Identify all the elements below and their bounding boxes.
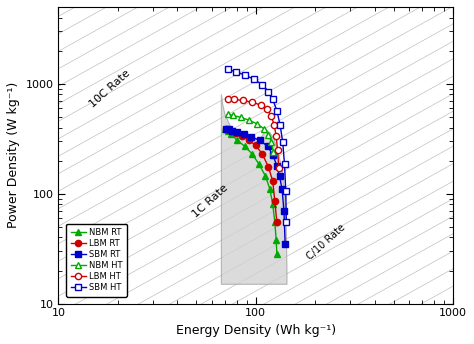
Y-axis label: Power Density (W kg⁻¹): Power Density (W kg⁻¹) — [7, 82, 20, 228]
Text: 1C Rate: 1C Rate — [191, 183, 230, 219]
Polygon shape — [221, 95, 287, 284]
Text: C/10 Rate: C/10 Rate — [305, 222, 347, 261]
Legend: NBM RT, LBM RT, SBM RT, NBM HT, LBM HT, SBM HT: NBM RT, LBM RT, SBM RT, NBM HT, LBM HT, … — [66, 224, 127, 297]
Text: 10C Rate: 10C Rate — [88, 68, 132, 110]
X-axis label: Energy Density (Wh kg⁻¹): Energy Density (Wh kg⁻¹) — [176, 324, 336, 337]
